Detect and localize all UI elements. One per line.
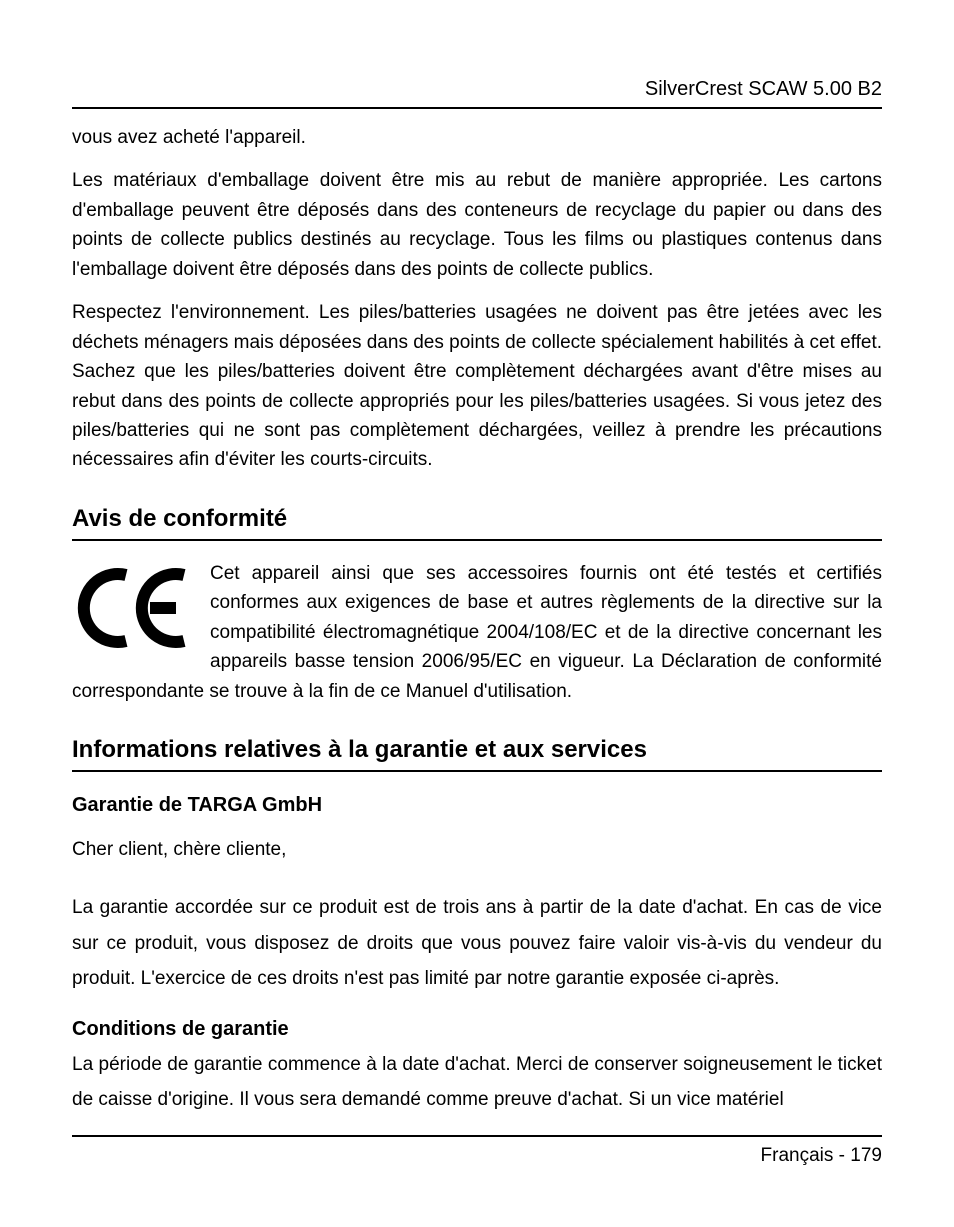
page-footer: Français - 179 [72,1135,882,1167]
conformity-text: Cet appareil ainsi que ses accessoires f… [72,559,882,706]
warranty-conditions-text: La période de garantie commence à la dat… [72,1047,882,1117]
footer-text: Français - 179 [761,1145,882,1166]
page: SilverCrest SCAW 5.00 B2 vous avez achet… [0,0,954,1227]
paragraph-packaging: Les matériaux d'emballage doivent être m… [72,166,882,284]
ce-mark-icon [72,563,192,653]
page-header: SilverCrest SCAW 5.00 B2 [72,78,882,109]
warranty-greeting: Cher client, chère cliente, [72,835,882,864]
warranty-conditions-title: Conditions de garantie [72,1018,882,1041]
warranty-targa-title: Garantie de TARGA GmbH [72,794,882,817]
product-name: SilverCrest SCAW 5.00 B2 [645,78,882,100]
paragraph-continuation: vous avez acheté l'appareil. [72,123,882,152]
paragraph-batteries: Respectez l'environnement. Les piles/bat… [72,298,882,475]
section-conformity-title: Avis de conformité [72,505,882,541]
warranty-intro: La garantie accordée sur ce produit est … [72,890,882,995]
section-warranty-title: Informations relatives à la garantie et … [72,736,882,772]
conformity-block: Cet appareil ainsi que ses accessoires f… [72,559,882,706]
